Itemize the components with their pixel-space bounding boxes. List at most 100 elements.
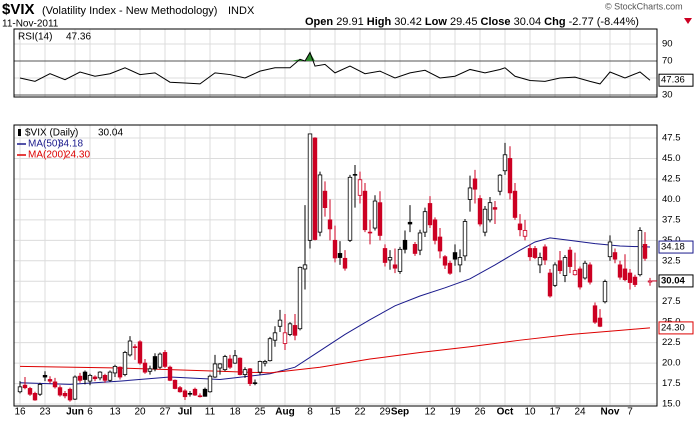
candle-body: [397, 248, 403, 272]
candle-body: [27, 388, 33, 395]
candle-body: [342, 257, 348, 269]
candle-body: [587, 264, 593, 283]
candle-body: [127, 340, 133, 356]
value-box-label: 24.30: [661, 322, 685, 333]
candle-body: [427, 203, 433, 226]
panel-frame: [13, 124, 658, 407]
candle-body: [632, 276, 638, 285]
x-tick-label: 22: [354, 407, 366, 418]
y-tick-label: 90: [662, 38, 673, 49]
candle-body: [197, 395, 203, 398]
candle-body: [177, 387, 183, 393]
line: [19, 327, 651, 374]
candle-body: [647, 280, 653, 283]
value: 30.04: [514, 16, 542, 28]
value: 30.42: [394, 16, 422, 28]
x-tick-label: 25: [254, 407, 266, 418]
candle-body: [642, 244, 648, 259]
x-tick-label: Jun: [66, 407, 84, 418]
candle-body: [267, 338, 273, 362]
candle-body: [562, 257, 568, 276]
candle-body: [442, 256, 448, 266]
candle-body: [147, 368, 153, 372]
y-tick-label: 20.0: [662, 358, 681, 369]
candle-body: [282, 332, 288, 344]
candle-body: [522, 230, 528, 237]
candle-body: [457, 257, 463, 266]
candle-body: [407, 221, 413, 225]
legend-value: 30.04: [98, 128, 123, 139]
label: Chg: [544, 16, 565, 28]
candle-body: [367, 231, 373, 234]
symbol: $VIX: [2, 1, 35, 18]
candle-body: [622, 268, 628, 281]
x-tick-label: 27: [159, 407, 171, 418]
candle-body: [547, 272, 553, 297]
rsi-value: 47.36: [66, 32, 91, 43]
candle-body: [22, 384, 28, 389]
candle-body: [137, 341, 143, 364]
candle-body: [227, 358, 233, 368]
candle-body: [592, 305, 598, 323]
x-tick-label: 24: [574, 407, 586, 418]
x-tick-label: Sep: [391, 407, 409, 418]
y-tick-label: 22.5: [662, 337, 681, 348]
y-tick-label: 27.5: [662, 296, 681, 307]
value-box-label: 30.04: [661, 275, 685, 286]
x-tick-label: 8: [307, 407, 313, 418]
x-tick-label: 17: [549, 407, 561, 418]
value-box: [658, 274, 694, 288]
label: High: [367, 16, 392, 28]
candle-body: [122, 352, 128, 375]
legend-icon: [18, 129, 21, 136]
rsi-label: RSI(14): [18, 32, 52, 43]
label: Open: [305, 16, 333, 28]
candle-body: [392, 264, 398, 269]
x-tick-label: 20: [134, 407, 146, 418]
candle-body: [462, 221, 468, 257]
value: 29.45: [450, 16, 478, 28]
candle-body: [37, 383, 43, 395]
y-tick-label: 42.5: [662, 173, 681, 184]
y-tick-label: 30: [662, 89, 673, 100]
candle-body: [492, 207, 498, 210]
candle-body: [167, 366, 173, 381]
candle-body: [357, 179, 363, 196]
candle-body: [602, 281, 608, 303]
candle-body: [627, 272, 633, 283]
candle-body: [332, 239, 338, 259]
candle-body: [187, 392, 193, 395]
y-tick-label: 17.5: [662, 378, 681, 389]
overbought-fill: [290, 59, 300, 61]
label: Low: [425, 16, 447, 28]
candle-body: [212, 363, 218, 378]
candle-body: [272, 332, 278, 341]
x-tick-label: Jul: [178, 407, 193, 418]
candle-body: [507, 158, 513, 194]
candle-body: [162, 352, 168, 367]
quote: Open 29.91 High 30.42 Low 29.45 Close 30…: [305, 16, 639, 28]
candle-body: [452, 252, 458, 260]
candle-body: [472, 178, 478, 190]
candle-body: [52, 381, 58, 388]
candle-body: [387, 257, 393, 261]
down-arrow: [684, 18, 692, 24]
exchange: INDX: [228, 5, 255, 17]
x-tick-label: 16: [14, 407, 26, 418]
candle-body: [437, 236, 443, 252]
candle-body: [277, 319, 283, 327]
x-tick-label: Aug: [275, 407, 294, 418]
legend-label: MA(50): [28, 139, 61, 150]
candle-body: [192, 388, 198, 396]
candle-body: [597, 317, 603, 327]
candle-body: [497, 174, 503, 192]
x-tick-label: 15: [329, 407, 341, 418]
candle-body: [447, 262, 453, 274]
candle-body: [482, 208, 488, 233]
y-tick-label: 15.0: [662, 399, 681, 410]
value-box-label: 34.18: [661, 242, 685, 253]
line: [19, 51, 651, 85]
x-tick-label: Nov: [601, 407, 620, 418]
y-tick-label: 40.0: [662, 194, 681, 205]
